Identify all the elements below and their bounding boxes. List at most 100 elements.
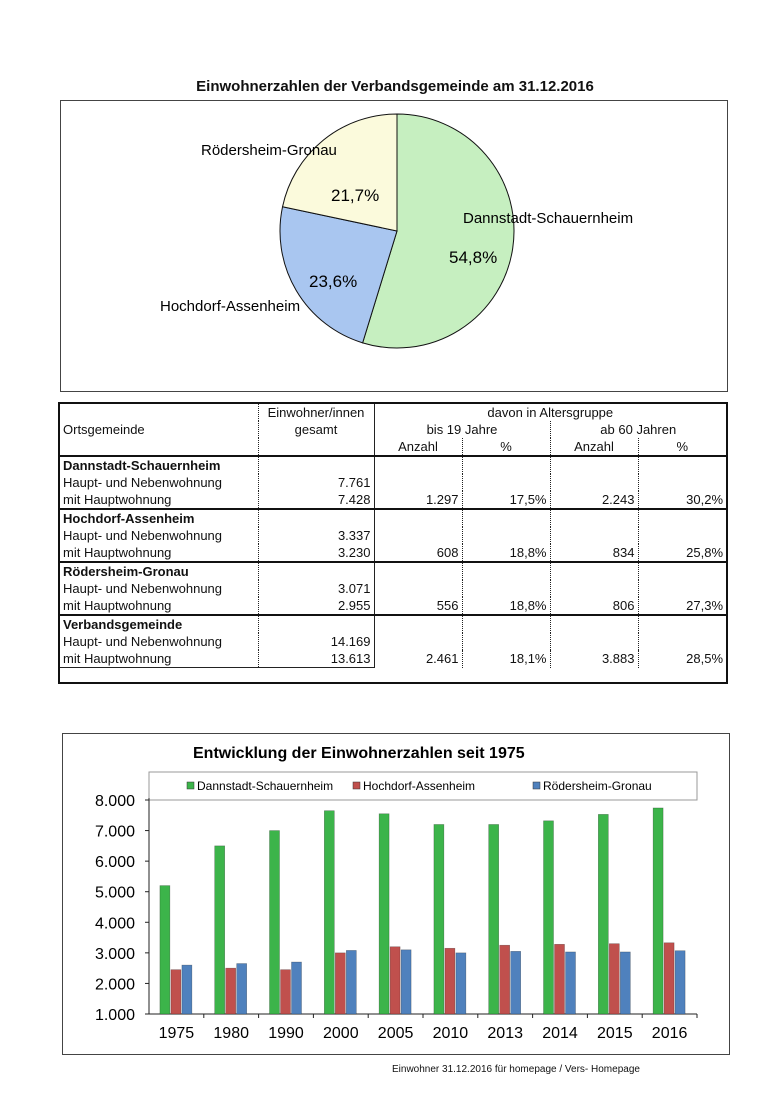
legend-swatch — [352, 781, 361, 790]
group-name: Rödersheim-Gronau — [60, 561, 259, 580]
bar-chart: Entwicklung der Einwohnerzahlen seit 197… — [95, 745, 698, 1042]
value-bis19-pct: 18,8% — [462, 597, 551, 615]
y-tick-label: 1.000 — [95, 1007, 135, 1024]
value-haupt: 3.230 — [258, 544, 375, 563]
row-label-neben: Haupt- und Nebenwohnung — [60, 580, 259, 597]
x-tick-label: 1990 — [268, 1025, 304, 1042]
bar-hochdorf-assenheim-1975 — [170, 969, 182, 1015]
bar-chart-frame: Entwicklung der Einwohnerzahlen seit 197… — [62, 733, 730, 1055]
x-tick-label: 2000 — [323, 1025, 359, 1042]
group-name: Dannstadt-Schauernheim — [60, 455, 259, 474]
bar-chart-title: Entwicklung der Einwohnerzahlen seit 197… — [193, 745, 525, 762]
table-row: Hochdorf-Assenheim — [60, 508, 727, 527]
value-bis19-anzahl: 2.461 — [374, 650, 463, 668]
bar-hochdorf-assenheim-2016 — [663, 942, 675, 1015]
header-ab60: ab 60 Jahren — [600, 422, 677, 437]
y-tick-label: 8.000 — [95, 793, 135, 810]
value-neben: 7.761 — [258, 474, 375, 491]
bar-hochdorf-assenheim-2000 — [334, 952, 346, 1015]
y-tick-label: 5.000 — [95, 885, 135, 902]
footer-note: Einwohner 31.12.2016 für homepage / Vers… — [392, 1064, 640, 1075]
bar-r-dersheim-gronau-2014 — [565, 951, 576, 1015]
pie-name-label: Dannstadt-Schauernheim — [463, 210, 633, 227]
value-bis19-pct: 18,8% — [462, 544, 551, 562]
bar-r-dersheim-gronau-1975 — [181, 964, 193, 1015]
row-label-haupt: mit Hauptwohnung — [60, 597, 259, 616]
legend-entry: Dannstadt-Schauernheim — [197, 779, 333, 793]
header-einwohner: Einwohner/innen — [258, 404, 375, 421]
legend-swatch — [186, 781, 195, 790]
value-ab60-anzahl: 2.243 — [550, 491, 639, 509]
table-row: Haupt- und Nebenwohnung 7.761 — [60, 474, 726, 491]
legend-entry: Hochdorf-Assenheim — [363, 779, 475, 793]
value-bis19-anzahl: 608 — [374, 544, 463, 562]
pie-slice-3 — [281, 113, 398, 232]
pie-percent-label: 23,6% — [309, 272, 357, 291]
value-haupt: 13.613 — [258, 650, 375, 668]
bar-hochdorf-assenheim-2014 — [554, 943, 565, 1015]
group-name: Hochdorf-Assenheim — [60, 508, 259, 527]
bar-dannstadt-schauernheim-2016 — [652, 807, 664, 1015]
x-tick-label: 2014 — [542, 1025, 578, 1042]
bar-hochdorf-assenheim-2013 — [499, 944, 511, 1015]
value-neben: 3.071 — [258, 580, 375, 597]
y-tick-label: 2.000 — [95, 976, 135, 993]
row-label-haupt: mit Hauptwohnung — [60, 544, 259, 563]
bar-hochdorf-assenheim-1980 — [225, 967, 236, 1015]
bar-r-dersheim-gronau-2005 — [400, 949, 412, 1015]
x-tick-label: 2010 — [433, 1025, 469, 1042]
pie-chart: 54,8% Dannstadt-Schauernheim 23,6% Hochdorf… — [160, 113, 633, 349]
group-name: Verbandsgemeinde — [60, 614, 259, 633]
header-gesamt: gesamt — [258, 421, 375, 438]
value-ab60-anzahl: 834 — [550, 544, 639, 562]
table-row: Dannstadt-Schauernheim — [60, 455, 727, 474]
header-ortsgemeinde: Ortsgemeinde — [60, 421, 259, 438]
header-altersgruppe: davon in Altersgruppe — [487, 405, 614, 420]
pie-name-label: Hochdorf-Assenheim — [160, 298, 300, 315]
y-tick-label: 3.000 — [95, 946, 135, 963]
value-haupt: 7.428 — [258, 491, 375, 510]
bar-r-dersheim-gronau-1980 — [236, 963, 247, 1015]
value-ab60-pct: 28,5% — [686, 651, 724, 667]
table-row: mit Hauptwohnung 3.230 608 18,8% 834 25,8% — [60, 544, 726, 563]
x-tick-label: 1975 — [159, 1025, 195, 1042]
bar-r-dersheim-gronau-1990 — [291, 961, 302, 1015]
pie-chart-title: Einwohnerzahlen der Verbandsgemeinde am … — [196, 78, 594, 95]
table-row: Rödersheim-Gronau — [60, 561, 727, 580]
x-tick-label: 2015 — [597, 1025, 633, 1042]
x-tick-label: 2013 — [487, 1025, 523, 1042]
pie-percent-label: 54,8% — [449, 248, 497, 267]
population-table: Einwohner/innen davon in Altersgruppe Or… — [58, 402, 728, 684]
bar-dannstadt-schauernheim-2005 — [378, 813, 390, 1015]
bar-dannstadt-schauernheim-2015 — [597, 814, 609, 1015]
y-tick-label: 7.000 — [95, 824, 135, 841]
table-row: Verbandsgemeinde — [60, 614, 727, 633]
value-bis19-anzahl: 1.297 — [374, 491, 463, 509]
pie-slice-1 — [362, 113, 515, 349]
value-bis19-pct: 17,5% — [462, 491, 551, 509]
x-tick-label: 1980 — [213, 1025, 249, 1042]
y-tick-label: 6.000 — [95, 854, 135, 871]
table-row: mit Hauptwohnung 2.955 556 18,8% 806 27,3% — [60, 597, 726, 616]
value-bis19-pct: 18,1% — [462, 650, 551, 668]
bar-dannstadt-schauernheim-2010 — [433, 824, 445, 1015]
bar-hochdorf-assenheim-2010 — [444, 947, 456, 1015]
bar-r-dersheim-gronau-2000 — [345, 950, 357, 1015]
value-ab60-anzahl: 806 — [550, 597, 639, 615]
bar-dannstadt-schauernheim-1990 — [269, 830, 280, 1015]
value-neben: 3.337 — [258, 527, 375, 544]
row-label-neben: Haupt- und Nebenwohnung — [60, 474, 259, 491]
bar-dannstadt-schauernheim-2014 — [543, 820, 554, 1015]
row-label-haupt: mit Hauptwohnung — [60, 650, 259, 668]
table-row: Haupt- und Nebenwohnung 14.169 — [60, 633, 726, 650]
value-ab60-pct: 25,8% — [686, 545, 724, 560]
y-tick-label: 4.000 — [95, 915, 135, 932]
bar-r-dersheim-gronau-2010 — [455, 952, 467, 1015]
legend-box — [148, 771, 698, 801]
table-row: mit Hauptwohnung 7.428 1.297 17,5% 2.243 30,2… — [60, 491, 726, 510]
x-tick-label: 2005 — [378, 1025, 414, 1042]
value-neben: 14.169 — [258, 633, 375, 650]
bar-dannstadt-schauernheim-2000 — [323, 810, 335, 1015]
value-ab60-pct: 30,2% — [686, 492, 724, 507]
bar-hochdorf-assenheim-2005 — [389, 946, 401, 1015]
